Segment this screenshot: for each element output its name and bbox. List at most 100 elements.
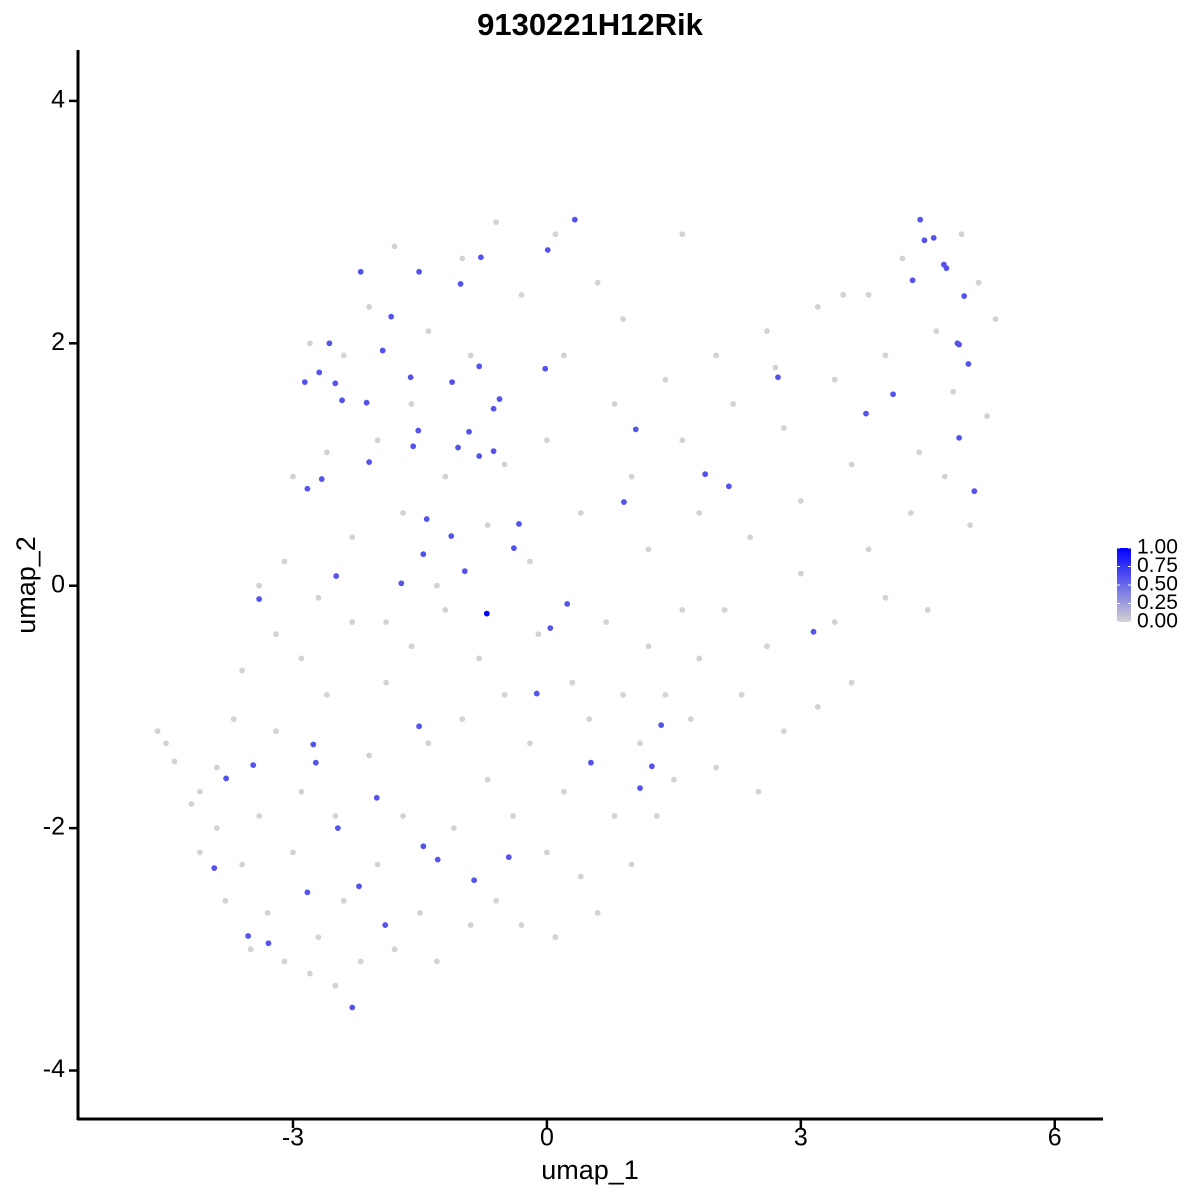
point: [163, 740, 169, 747]
point: [965, 361, 972, 367]
point: [628, 473, 635, 480]
y-tick-label: 0: [51, 570, 65, 598]
point: [476, 655, 483, 662]
point: [511, 545, 517, 552]
point: [797, 497, 804, 504]
point: [433, 958, 440, 965]
point: [171, 758, 178, 765]
point: [388, 313, 395, 320]
point: [890, 391, 896, 398]
point: [391, 243, 398, 250]
point: [416, 268, 423, 275]
point: [222, 897, 229, 904]
point: [496, 396, 503, 402]
point: [382, 922, 389, 928]
point: [975, 279, 982, 286]
point: [797, 570, 804, 577]
point: [810, 628, 817, 635]
point: [594, 910, 601, 916]
point: [662, 691, 669, 698]
point: [781, 425, 787, 432]
point: [323, 449, 330, 456]
colorbar-tick-label: 1.00: [1137, 536, 1178, 559]
point: [924, 607, 931, 613]
point: [366, 752, 373, 759]
point: [298, 655, 305, 662]
point: [764, 328, 770, 335]
point: [527, 740, 533, 747]
point: [304, 485, 311, 492]
point: [391, 946, 398, 953]
point: [713, 352, 720, 359]
point: [848, 679, 855, 686]
point: [467, 352, 474, 359]
point: [307, 340, 313, 347]
point: [415, 427, 422, 434]
point: [301, 379, 308, 385]
point: [814, 704, 821, 710]
colorbar-tick-label: 0.00: [1137, 610, 1178, 633]
point: [459, 255, 466, 262]
point: [476, 453, 483, 459]
point: [349, 619, 356, 625]
point: [713, 764, 720, 771]
point: [518, 922, 525, 928]
point: [332, 380, 339, 387]
point: [273, 728, 279, 735]
point: [484, 522, 491, 529]
point: [632, 426, 639, 433]
point: [594, 279, 601, 286]
point: [899, 255, 906, 262]
point: [423, 516, 430, 522]
point: [223, 775, 230, 782]
point: [648, 763, 655, 770]
point: [476, 363, 483, 370]
point: [420, 843, 427, 850]
point: [992, 316, 999, 322]
point: [516, 520, 522, 527]
point: [552, 231, 559, 238]
point: [408, 401, 415, 407]
point: [154, 728, 161, 735]
point: [239, 861, 246, 868]
point: [505, 854, 512, 861]
point: [349, 1004, 356, 1011]
point: [560, 352, 567, 359]
point: [312, 759, 319, 766]
point: [357, 958, 364, 965]
point: [316, 369, 323, 376]
point: [527, 558, 533, 565]
point: [564, 600, 571, 607]
y-tick-label: -4: [43, 1055, 65, 1083]
point: [366, 304, 373, 310]
x-tick-label: 0: [540, 1124, 554, 1152]
point: [577, 873, 584, 880]
point: [501, 691, 508, 698]
point: [433, 582, 440, 589]
point: [290, 849, 296, 856]
point: [544, 849, 550, 856]
point: [340, 352, 347, 359]
point: [400, 813, 406, 819]
point: [383, 619, 389, 625]
point: [357, 268, 364, 275]
point: [621, 499, 627, 505]
point: [725, 483, 732, 490]
point: [930, 234, 937, 241]
point: [400, 510, 406, 516]
point: [461, 568, 468, 575]
point: [410, 443, 417, 450]
point: [611, 401, 618, 407]
point: [264, 910, 271, 916]
point: [407, 374, 414, 381]
point: [256, 596, 263, 602]
point: [535, 631, 542, 638]
x-axis-title: umap_1: [541, 1155, 639, 1185]
point: [747, 534, 753, 541]
points: [154, 216, 999, 1011]
point: [679, 437, 686, 444]
point: [239, 667, 246, 674]
point: [250, 762, 257, 768]
point: [967, 522, 974, 529]
point: [256, 582, 263, 589]
